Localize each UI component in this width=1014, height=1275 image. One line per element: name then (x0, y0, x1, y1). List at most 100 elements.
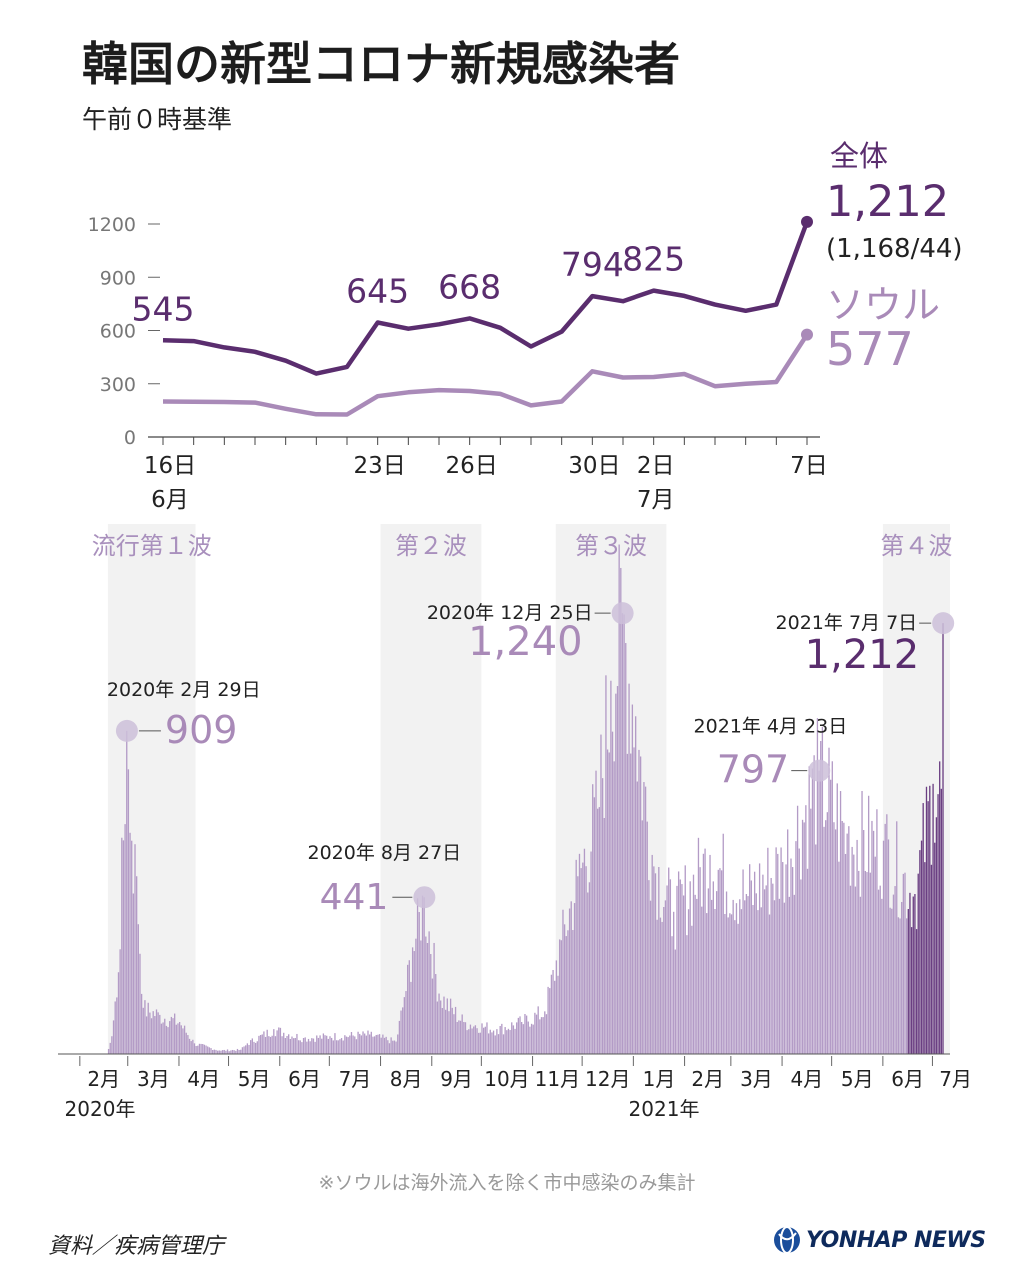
daily-bar (914, 894, 916, 1054)
daily-bar (443, 996, 445, 1054)
daily-bar (124, 824, 126, 1054)
daily-bar (254, 1042, 257, 1054)
daily-bar (235, 1050, 237, 1054)
daily-bar (221, 1050, 224, 1054)
daily-bar (902, 873, 905, 1054)
daily-bar (851, 846, 853, 1054)
daily-bar (208, 1047, 211, 1054)
daily-bar (200, 1043, 202, 1054)
daily-bar (117, 972, 120, 1055)
daily-bar (917, 873, 919, 1054)
logo-text: YONHAP NEWS (806, 1227, 986, 1253)
peak-marker (413, 886, 436, 909)
daily-bar (555, 960, 558, 1054)
daily-bar (687, 909, 690, 1054)
month-tick-label: 5月 (238, 1067, 271, 1091)
daily-bar (349, 1035, 351, 1054)
daily-bar (377, 1034, 379, 1054)
daily-bar (292, 1038, 295, 1054)
daily-bar (365, 1035, 367, 1054)
daily-bar (162, 1022, 164, 1054)
daily-bar (712, 881, 714, 1054)
daily-bar (190, 1041, 192, 1054)
daily-bar (142, 1007, 144, 1054)
daily-bar (715, 891, 718, 1054)
daily-bar (230, 1050, 232, 1054)
daily-bar (570, 901, 572, 1054)
daily-bar (882, 840, 885, 1054)
daily-bar (749, 864, 751, 1054)
daily-bar (111, 1036, 113, 1054)
daily-bar (625, 643, 627, 1054)
daily-bar (730, 914, 733, 1054)
y-tick-label: 600 (100, 321, 136, 343)
daily-bar (324, 1035, 326, 1054)
daily-bar (342, 1040, 344, 1054)
daily-bar (613, 761, 615, 1054)
daily-bar (311, 1038, 313, 1054)
month-tick-label: 7月 (939, 1067, 972, 1091)
daily-bar (519, 1016, 521, 1054)
daily-bar (215, 1049, 217, 1054)
daily-bar (697, 837, 700, 1054)
daily-bar (261, 1034, 263, 1054)
daily-bar (636, 781, 638, 1054)
daily-bar (425, 936, 427, 1054)
daily-bar (706, 913, 708, 1054)
daily-bar (367, 1030, 369, 1054)
daily-bar (813, 755, 815, 1054)
daily-bar (456, 1021, 458, 1054)
daily-bar (588, 882, 591, 1054)
annotation-value: 441 (320, 877, 389, 918)
daily-bar (398, 1020, 401, 1054)
daily-bar (286, 1036, 288, 1054)
daily-bar (202, 1044, 204, 1054)
daily-bar (861, 790, 863, 1054)
daily-bar (276, 1030, 278, 1054)
daily-bar (187, 1035, 189, 1054)
daily-bar (577, 876, 579, 1054)
daily-bar (656, 919, 658, 1054)
daily-bar (258, 1035, 260, 1054)
daily-bar (195, 1045, 197, 1054)
daily-bar (406, 964, 409, 1054)
daily-bar (874, 856, 876, 1054)
month-tick-label: 3月 (137, 1067, 170, 1091)
daily-bar (593, 797, 596, 1054)
daily-bar (402, 1007, 404, 1054)
daily-bar (787, 829, 789, 1054)
daily-bar (218, 1050, 220, 1054)
daily-bar (714, 909, 716, 1054)
annotation-date: 2020年 2月 29日 (107, 679, 261, 701)
daily-bar (155, 1009, 158, 1054)
daily-bar (791, 867, 794, 1054)
y-tick-label: 300 (100, 374, 136, 396)
daily-bar (644, 786, 647, 1054)
daily-bar (720, 870, 723, 1054)
daily-bar (274, 1036, 277, 1054)
daily-bar (752, 905, 754, 1054)
daily-bar (390, 1037, 392, 1054)
daily-bar (446, 998, 448, 1054)
daily-bar (316, 1035, 318, 1054)
daily-bar (152, 1011, 154, 1054)
data-label: 794 (561, 245, 624, 284)
daily-bar (119, 949, 121, 1054)
daily-bar (392, 1040, 394, 1054)
daily-bar (459, 1020, 462, 1054)
daily-bar (567, 930, 569, 1054)
daily-bar (174, 1013, 176, 1054)
daily-bar (826, 812, 828, 1054)
annotation-value: 1,212 (805, 632, 920, 678)
daily-bar (373, 1036, 376, 1054)
daily-bar (420, 940, 422, 1054)
daily-bar (375, 1034, 377, 1054)
daily-bar (149, 1012, 151, 1054)
daily-bar (157, 1012, 159, 1054)
seoul-legend-label: ソウル (826, 283, 940, 327)
daily-bar (583, 848, 586, 1054)
daily-bar (530, 1023, 533, 1054)
series-end-point (801, 328, 813, 341)
daily-bar (486, 1022, 488, 1054)
daily-bar (545, 1014, 548, 1054)
